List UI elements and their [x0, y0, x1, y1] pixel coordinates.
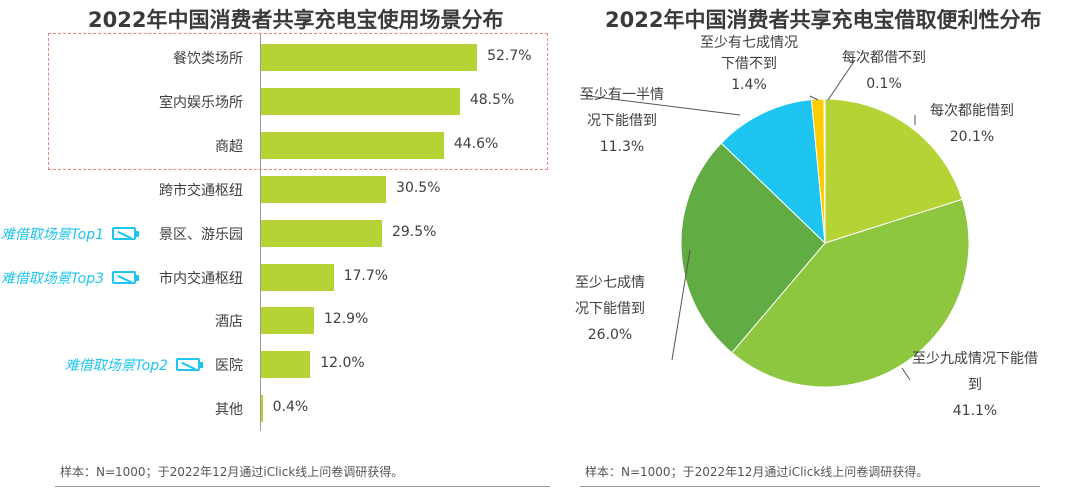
low-battery-icon [112, 226, 139, 240]
pie-label-line: 每次都借不到 [842, 50, 926, 66]
pie-label-line: 至少有七成情况 [700, 35, 798, 51]
bar [261, 219, 382, 247]
category-label: 餐饮类场所 [173, 51, 243, 67]
pie-footnote: 样本：N=1000；于2022年12月通过iClick线上问卷调研获得。 [585, 465, 929, 479]
pie-label: 至少七成情况下能借到 26.0% [575, 270, 645, 348]
pie-label-line: 每次都能借到 [930, 103, 1014, 119]
pie-label-line: 至少九成情况下能借 [912, 351, 1038, 367]
pie-label: 每次都能借到 20.1% [930, 98, 1014, 150]
value-label: 29.5% [391, 223, 437, 240]
bar-footnote: 样本：N=1000；于2022年12月通过iClick线上问卷调研获得。 [60, 465, 404, 479]
pie-label-line: 26.0% [587, 327, 633, 343]
value-label: 30.5% [396, 179, 441, 196]
leader-line [901, 367, 911, 381]
value-label: 44.6% [453, 135, 499, 152]
value-label: 0.4% [272, 399, 309, 416]
pie-slice [824, 98, 963, 244]
pie-chart-title: 2022年中国消费者共享充电宝借取便利性分布 [605, 8, 1042, 32]
divider [55, 486, 550, 487]
leader-line [671, 249, 691, 361]
pie-slice [823, 98, 826, 244]
pie-label-line: 至少七成情 [575, 275, 645, 291]
category-label: 商超 [215, 138, 243, 155]
divider [580, 486, 1040, 487]
bar [261, 307, 314, 335]
pie-label-line: 下借不到 [721, 56, 777, 72]
pie-label-line: 至少有一半情 [580, 87, 664, 103]
value-label: 12.0% [320, 355, 365, 372]
category-label: 室内娱乐场所 [159, 94, 243, 111]
bar [261, 351, 311, 379]
low-battery-icon [112, 270, 139, 284]
bar-chart-title: 2022年中国消费者共享充电宝使用场景分布 [88, 8, 504, 32]
hard-to-borrow-tag: 难借取场景Top1 [0, 226, 104, 243]
bar [261, 44, 478, 71]
leader-line [827, 59, 856, 101]
low-battery-icon [176, 358, 203, 372]
value-label: 52.7% [487, 48, 532, 64]
category-label: 酒店 [215, 314, 243, 331]
bar [261, 263, 334, 291]
bar [261, 395, 263, 423]
bar-axis [260, 34, 261, 431]
pie-label: 至少有一半情 况下能借到 11.3% [580, 82, 664, 160]
leader-line [809, 95, 819, 101]
pie-slice [680, 142, 826, 354]
pie-label: 至少有七成情况 下借不到 1.4% [700, 33, 798, 96]
pie-label-line: 到 [968, 377, 982, 393]
hard-to-borrow-tag: 难借取场景Top3 [0, 270, 104, 287]
pie-label-line: 41.1% [952, 403, 998, 419]
leader-line [579, 94, 741, 116]
bar [261, 175, 387, 203]
pie-label-line: 20.1% [949, 129, 995, 145]
category-label: 跨市交通枢纽 [159, 182, 243, 199]
pie-label: 至少九成情况下能借到 41.1% [912, 346, 1038, 424]
value-label: 17.7% [343, 267, 389, 284]
value-label: 48.5% [469, 91, 515, 108]
highlight-box [48, 33, 548, 170]
pie-label-line: 况下能借到 [575, 301, 645, 317]
pie-slice [720, 99, 826, 245]
category-label: 医院 [215, 358, 243, 375]
pie-label-line: 11.3% [599, 139, 645, 155]
pie-label: 每次都借不到 0.1% [842, 45, 926, 97]
pie-slice [731, 198, 970, 388]
bar [261, 131, 444, 159]
pie-label-line: 1.4% [731, 77, 767, 93]
category-label: 其他 [215, 402, 243, 419]
hard-to-borrow-tag: 难借取场景Top2 [64, 358, 168, 375]
bar [261, 87, 460, 115]
value-label: 12.9% [323, 311, 369, 328]
pie-label-line: 0.1% [866, 76, 902, 92]
category-label: 景区、游乐园 [159, 226, 243, 243]
category-label: 市内交通枢纽 [159, 270, 243, 287]
pie-label-line: 况下能借到 [587, 113, 657, 129]
